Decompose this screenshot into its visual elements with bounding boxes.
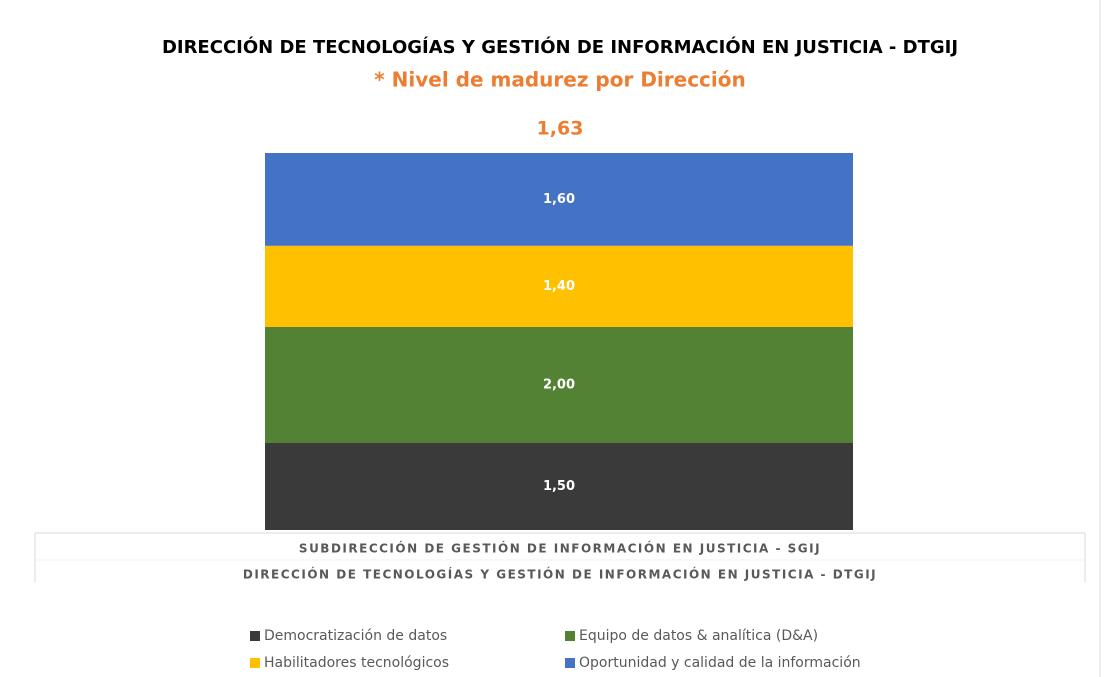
data-label: 1,50 bbox=[543, 479, 575, 494]
legend-swatch bbox=[565, 631, 575, 641]
bar-segment bbox=[265, 443, 853, 530]
bar-segment bbox=[265, 153, 853, 246]
data-label: 1,60 bbox=[543, 192, 575, 207]
bar-segment bbox=[265, 245, 853, 327]
legend-label: Democratización de datos bbox=[264, 628, 447, 644]
data-label: 1,40 bbox=[543, 279, 575, 294]
bar-segment bbox=[265, 327, 853, 443]
annotation: 1,63 bbox=[537, 118, 584, 140]
legend-swatch bbox=[250, 658, 260, 668]
legend-label: Habilitadores tecnológicos bbox=[264, 655, 449, 671]
legend-swatch bbox=[565, 658, 575, 668]
legend-label: Oportunidad y calidad de la información bbox=[579, 655, 861, 671]
x-group-label: DIRECCIÓN DE TECNOLOGÍAS Y GESTIÓN DE IN… bbox=[243, 567, 877, 582]
data-label: 2,00 bbox=[543, 378, 575, 393]
chart-subtitle: * Nivel de madurez por Dirección bbox=[374, 68, 746, 92]
axis-box bbox=[34, 532, 1086, 582]
legend-label: Equipo de datos & analítica (D&A) bbox=[579, 628, 818, 644]
chart-title: DIRECCIÓN DE TECNOLOGÍAS Y GESTIÓN DE IN… bbox=[162, 36, 958, 58]
legend-swatch bbox=[250, 631, 260, 641]
x-tick-label: SUBDIRECCIÓN DE GESTIÓN DE INFORMACIÓN E… bbox=[299, 541, 821, 556]
